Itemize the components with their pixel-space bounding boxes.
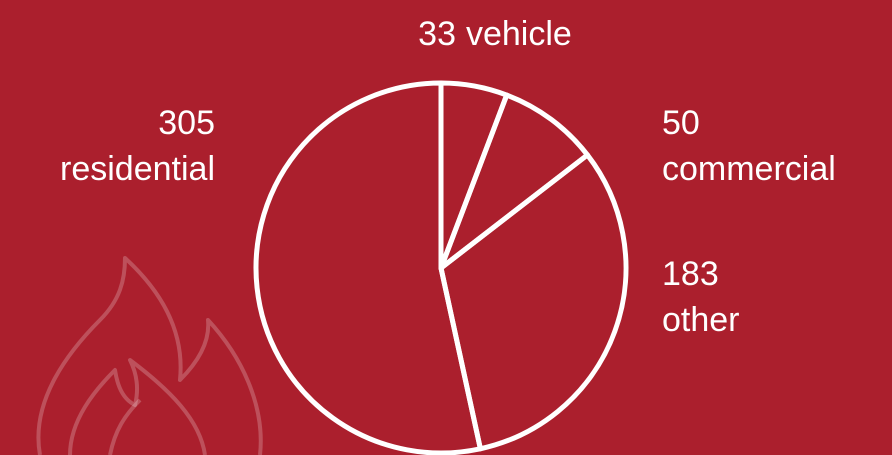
flame-icon <box>36 256 263 455</box>
slice-value-label: 50 <box>662 104 700 142</box>
slice-category-label: vehicle <box>466 15 572 53</box>
slice-value-label: 305 <box>158 104 215 142</box>
slice-value-label: 183 <box>662 255 719 293</box>
slice-category-label: commercial <box>662 150 836 188</box>
slice-value-label: 33 <box>418 15 456 53</box>
slice-label: 33 vehicle <box>418 15 572 53</box>
slice-category-label: residential <box>60 150 215 188</box>
pie-slice <box>438 152 629 452</box>
pie-slice <box>253 80 483 455</box>
slice-category-label: other <box>662 301 740 339</box>
